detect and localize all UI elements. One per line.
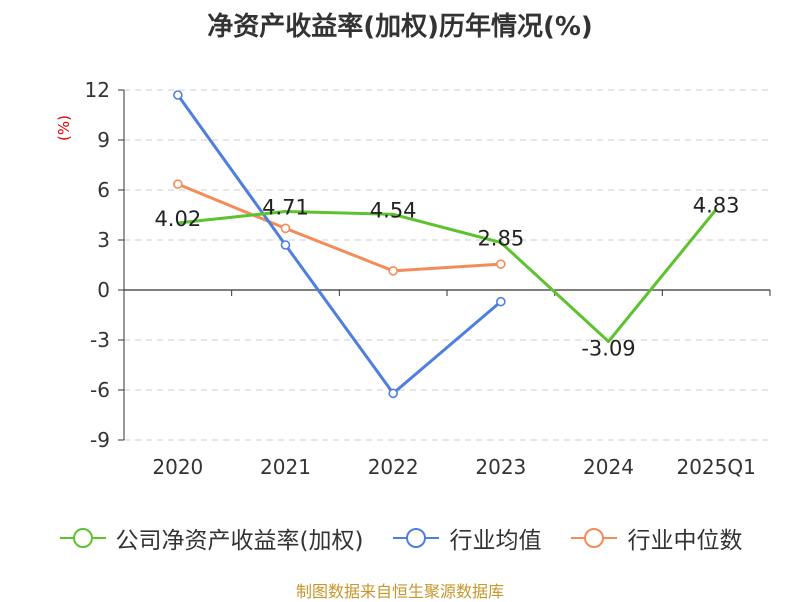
- data-point: [280, 240, 291, 250]
- grid-lines: [124, 89, 770, 441]
- data-point: [496, 259, 506, 269]
- x-tick-label: 2024: [583, 455, 634, 479]
- data-label: 4.02: [154, 207, 201, 231]
- legend-marker-icon: [393, 528, 440, 548]
- data-labels: 4.02 4.71 4.54 2.85 -3.09 4.83: [154, 194, 739, 361]
- series-line: [177, 208, 718, 343]
- x-tick-label: 2020: [152, 455, 203, 479]
- y-tick-label: 12: [85, 78, 110, 102]
- x-tick-label: 2022: [368, 455, 419, 479]
- data-label: 4.54: [370, 198, 417, 222]
- legend-item: 公司净资产收益率(加权): [58, 521, 364, 555]
- data-point: [388, 266, 398, 276]
- y-tick-label: -3: [90, 328, 110, 352]
- legend-marker-icon: [571, 528, 618, 548]
- chart-title: 净资产收益率(加权)历年情况(%): [207, 12, 593, 42]
- data-label: 4.83: [693, 194, 740, 218]
- y-tick-label: -6: [90, 378, 110, 402]
- legend-item: 行业均值: [391, 521, 541, 555]
- x-tick-label: 2021: [260, 455, 311, 479]
- legend-label: 行业中位数: [627, 528, 743, 554]
- x-tick-label: 2023: [475, 455, 526, 479]
- y-tick-label: 0: [97, 278, 110, 302]
- y-tick-label: 6: [97, 178, 110, 202]
- series-line: [176, 94, 502, 395]
- data-point: [496, 296, 506, 307]
- y-tick-label: 3: [97, 228, 110, 252]
- data-point: [280, 223, 291, 234]
- x-tick-label: 2025Q1: [676, 455, 755, 479]
- legend-label: 公司净资产收益率(加权): [115, 528, 364, 554]
- data-label: 2.85: [477, 227, 524, 251]
- data-point: [173, 179, 183, 189]
- source-note: 制图数据来自恒生聚源数据库: [295, 582, 504, 601]
- series-line: [177, 182, 501, 273]
- series-lines: [173, 90, 718, 399]
- axes: 12 9 6 3 0 -3 -6 -9 2020 2021 2022 2023 2024 2025Q1: [85, 78, 771, 479]
- data-point: [173, 90, 183, 100]
- legend: 公司净资产收益率(加权) 行业均值 行业中位数: [0, 518, 800, 558]
- data-label: -3.09: [581, 337, 635, 361]
- legend-marker-icon: [59, 528, 106, 548]
- legend-label: 行业均值: [449, 528, 542, 554]
- y-axis-label: (%): [55, 115, 73, 141]
- legend-item: 行业中位数: [569, 521, 742, 555]
- data-label: 4.71: [262, 196, 309, 220]
- data-point: [388, 388, 398, 399]
- y-tick-label: -9: [90, 428, 110, 452]
- y-tick-label: 9: [97, 128, 110, 152]
